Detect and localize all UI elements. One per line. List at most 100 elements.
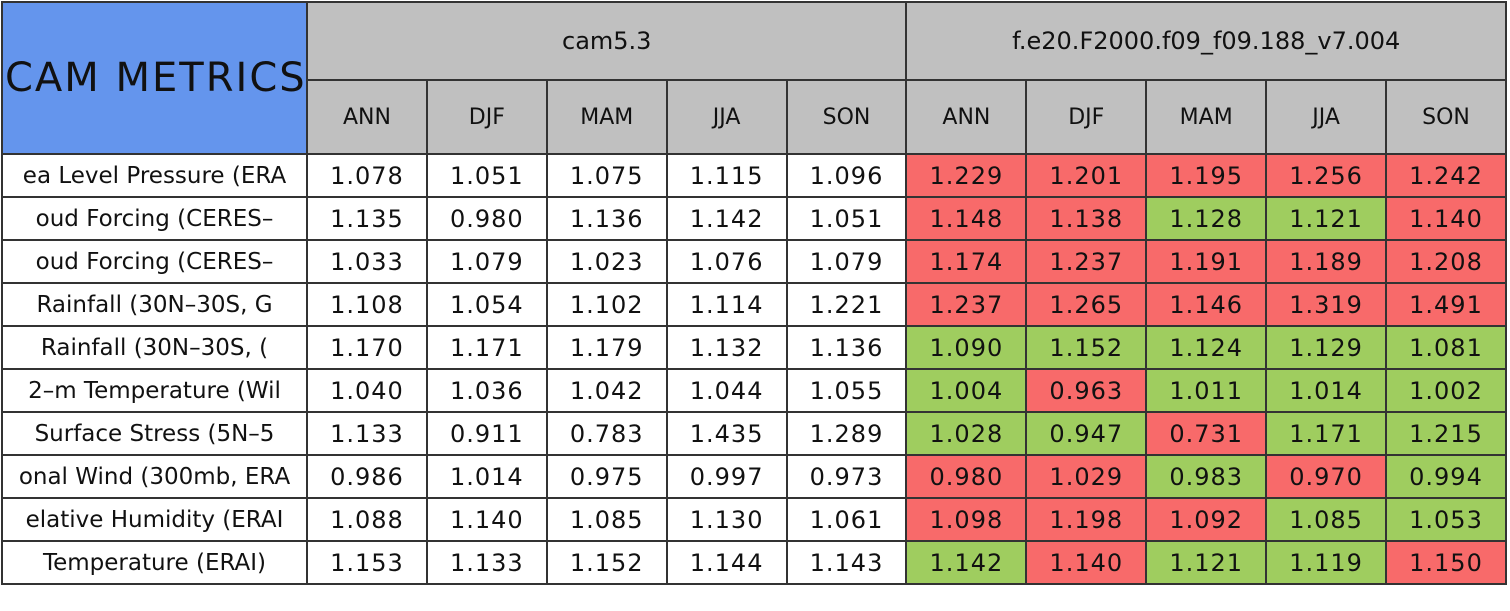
season-header: ANN — [306, 79, 428, 155]
value-cell: 1.028 — [905, 411, 1028, 456]
value-cell: 1.124 — [1145, 325, 1268, 370]
value-cell: 1.079 — [425, 239, 548, 284]
value-cell: 1.051 — [785, 196, 908, 241]
value-cell: 0.986 — [306, 454, 428, 499]
value-cell: 1.128 — [1145, 196, 1268, 241]
value-cell: 1.053 — [1385, 497, 1507, 542]
value-cell: 1.138 — [1025, 196, 1148, 241]
value-cell: 1.036 — [425, 368, 548, 413]
row-label: elative Humidity (ERAI — [25, 506, 284, 533]
value-cell: 0.994 — [1385, 454, 1507, 499]
season-header: DJF — [1025, 79, 1148, 155]
value-cell: 0.947 — [1025, 411, 1148, 456]
value-cell: 0.973 — [785, 454, 908, 499]
row-label-cell: oud Forcing (CERES– — [1, 196, 308, 241]
value-cell: 1.195 — [1145, 153, 1268, 198]
row-label: Surface Stress (5N–5 — [34, 420, 275, 447]
value-cell: 0.980 — [425, 196, 548, 241]
value-cell: 1.174 — [905, 239, 1028, 284]
title: CAM METRICS — [5, 55, 306, 101]
value-cell: 1.085 — [1265, 497, 1388, 542]
value-cell: 0.980 — [905, 454, 1028, 499]
value-cell: 0.911 — [425, 411, 548, 456]
value-cell: 1.135 — [306, 196, 428, 241]
value-cell: 1.002 — [1385, 368, 1507, 413]
value-cell: 1.004 — [905, 368, 1028, 413]
season-header: JJA — [1265, 79, 1388, 155]
value-cell: 1.237 — [1025, 239, 1148, 284]
value-cell: 1.014 — [1265, 368, 1388, 413]
data-row: onal Wind (300mb, ERA 0.986 1.014 0.975 0.99… — [1, 454, 1507, 499]
value-cell: 1.129 — [1265, 325, 1388, 370]
row-label-cell: Rainfall (30N–30S, G — [1, 282, 308, 327]
value-cell: 1.142 — [665, 196, 788, 241]
season-header: ANN — [905, 79, 1028, 155]
season-header: SON — [785, 79, 908, 155]
data-row: oud Forcing (CERES– 1.135 0.980 1.136 1.142 1… — [1, 196, 1507, 241]
row-label: ea Level Pressure (ERA — [22, 162, 287, 189]
value-cell: 1.033 — [306, 239, 428, 284]
season-header: JJA — [665, 79, 788, 155]
value-cell: 1.090 — [905, 325, 1028, 370]
value-cell: 1.133 — [425, 540, 548, 585]
value-cell: 1.319 — [1265, 282, 1388, 327]
row-label-cell: elative Humidity (ERAI — [1, 497, 308, 542]
value-cell: 1.029 — [1025, 454, 1148, 499]
row-label: Rainfall (30N–30S, G — [36, 291, 273, 318]
value-cell: 1.114 — [665, 282, 788, 327]
value-cell: 1.435 — [665, 411, 788, 456]
season-header: DJF — [425, 79, 548, 155]
value-cell: 1.171 — [425, 325, 548, 370]
value-cell: 1.208 — [1385, 239, 1507, 284]
value-cell: 1.098 — [905, 497, 1028, 542]
value-cell: 0.975 — [545, 454, 668, 499]
value-cell: 1.119 — [1265, 540, 1388, 585]
value-cell: 1.023 — [545, 239, 668, 284]
value-cell: 1.085 — [545, 497, 668, 542]
season-header: MAM — [1145, 79, 1268, 155]
row-label: Rainfall (30N–30S, ( — [40, 334, 269, 361]
value-cell: 1.088 — [306, 497, 428, 542]
value-cell: 1.121 — [1145, 540, 1268, 585]
value-cell: 1.121 — [1265, 196, 1388, 241]
value-cell: 1.171 — [1265, 411, 1388, 456]
metrics-table: CAM METRICS cam5.3 f.e20.F2000.f09_f09.18… — [1, 1, 1507, 585]
value-cell: 1.148 — [905, 196, 1028, 241]
value-cell: 1.102 — [545, 282, 668, 327]
value-cell: 1.143 — [785, 540, 908, 585]
value-cell: 1.491 — [1385, 282, 1507, 327]
value-cell: 1.179 — [545, 325, 668, 370]
value-cell: 1.044 — [665, 368, 788, 413]
value-cell: 1.079 — [785, 239, 908, 284]
group-header: cam5.3 — [305, 1, 908, 81]
value-cell: 1.198 — [1025, 497, 1148, 542]
table-body: ea Level Pressure (ERA 1.078 1.051 1.075 1.1… — [1, 153, 1507, 585]
value-cell: 1.144 — [665, 540, 788, 585]
value-cell: 1.130 — [665, 497, 788, 542]
value-cell: 1.229 — [905, 153, 1028, 198]
row-label-cell: Surface Stress (5N–5 — [1, 411, 308, 456]
value-cell: 0.983 — [1145, 454, 1268, 499]
value-cell: 0.963 — [1025, 368, 1148, 413]
value-cell: 1.152 — [545, 540, 668, 585]
row-label-cell: Rainfall (30N–30S, ( — [1, 325, 308, 370]
value-cell: 1.191 — [1145, 239, 1268, 284]
value-cell: 1.140 — [425, 497, 548, 542]
value-cell: 1.140 — [1385, 196, 1507, 241]
data-row: 2–m Temperature (Wil 1.040 1.036 1.042 1.044… — [1, 368, 1507, 413]
data-row: oud Forcing (CERES– 1.033 1.079 1.023 1.076 1… — [1, 239, 1507, 284]
value-cell: 0.783 — [545, 411, 668, 456]
value-cell: 1.092 — [1145, 497, 1268, 542]
data-row: Rainfall (30N–30S, (1.170 1.171 1.179 1.132… — [1, 325, 1507, 370]
data-row: elative Humidity (ERAI 1.088 1.140 1.085 1.1… — [1, 497, 1507, 542]
value-cell: 1.215 — [1385, 411, 1507, 456]
row-label-cell: ea Level Pressure (ERA — [1, 153, 308, 198]
value-cell: 1.140 — [1025, 540, 1148, 585]
value-cell: 0.997 — [665, 454, 788, 499]
value-cell: 1.078 — [306, 153, 428, 198]
value-cell: 0.970 — [1265, 454, 1388, 499]
value-cell: 1.042 — [545, 368, 668, 413]
value-cell: 1.054 — [425, 282, 548, 327]
value-cell: 1.170 — [306, 325, 428, 370]
